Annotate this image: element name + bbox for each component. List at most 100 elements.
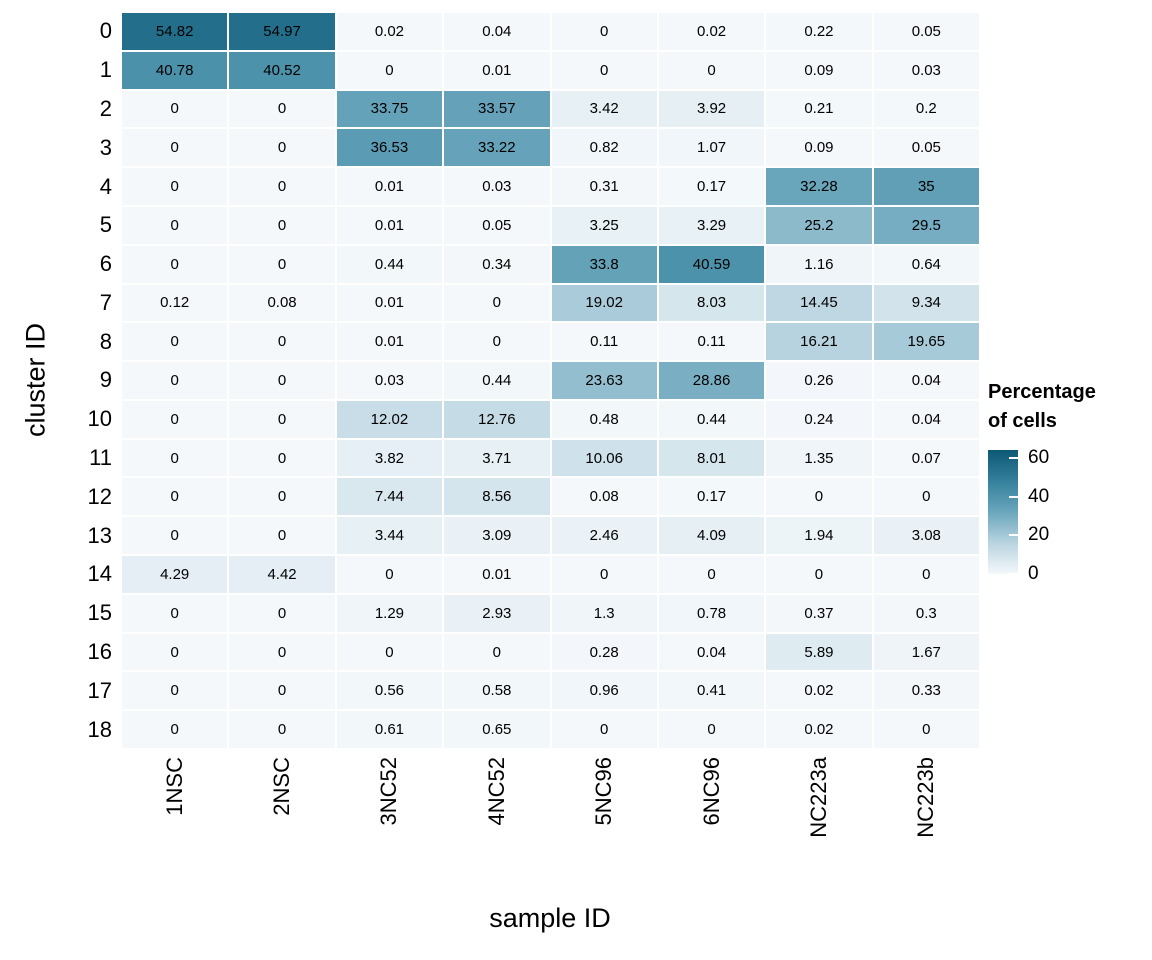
heatmap-cell: 0.44 [658, 400, 765, 438]
heatmap-cell: 0 [229, 129, 335, 167]
heatmap-cell: 0 [229, 439, 335, 477]
y-tick-label: 6 [99, 251, 112, 277]
heatmap-cell: 3.82 [336, 439, 443, 477]
x-tick-label: 2NSC [269, 757, 295, 816]
y-tick-label: 14 [87, 561, 112, 587]
legend-title-line-1: Percentage [988, 381, 1096, 403]
heatmap-cell: 0.04 [444, 13, 550, 50]
heatmap-cell: 0 [229, 362, 335, 399]
heatmap-cell: 0 [229, 633, 335, 671]
cell-value: 54.82 [155, 22, 194, 40]
heatmap-cell: 0 [229, 594, 335, 632]
cell-value: 0 [600, 22, 609, 40]
cell-value: 0.44 [374, 255, 405, 273]
legend-tick [1009, 573, 1018, 575]
heatmap-cell: 0.01 [336, 168, 443, 205]
heatmap-cell: 0.03 [873, 51, 979, 89]
cell-value: 0.82 [589, 139, 619, 157]
heatmap-cell: 3.92 [658, 90, 765, 128]
cell-value: 1.94 [804, 527, 834, 545]
cell-value: 0 [277, 371, 287, 389]
cell-value: 0 [277, 527, 287, 545]
heatmap-cell: 0.04 [873, 400, 979, 438]
cell-value: 0.08 [267, 294, 297, 312]
cell-value: 0 [170, 449, 179, 467]
cell-value: 0.01 [482, 61, 512, 79]
cell-value: 33.22 [478, 139, 516, 157]
heatmap-cell: 1.35 [766, 439, 872, 477]
heatmap-cell: 0.03 [336, 362, 443, 399]
heatmap-cell: 0.08 [229, 284, 335, 322]
y-tick-label: 2 [99, 95, 112, 121]
cell-value: 33.57 [478, 100, 516, 118]
cell-value: 0 [492, 333, 501, 351]
cell-value: 0.01 [482, 565, 512, 583]
cell-value: 0.02 [696, 22, 727, 40]
heatmap-cell: 0.05 [873, 129, 979, 167]
y-tick-label: 11 [89, 445, 112, 471]
heatmap-cell: 12.76 [444, 400, 550, 438]
heatmap-cell: 0 [229, 711, 335, 748]
heatmap-cell: 54.82 [122, 13, 228, 50]
heatmap-cell: 0.02 [766, 672, 872, 710]
cell-value: 40.52 [263, 61, 301, 79]
heatmap-cell: 0.02 [766, 711, 872, 748]
heatmap-cell: 0 [444, 633, 550, 671]
cell-value: 0 [707, 565, 716, 583]
heatmap-cell: 36.53 [336, 129, 443, 167]
cell-value: 1.35 [804, 449, 834, 467]
cell-value: 0.28 [589, 643, 619, 661]
heatmap-cell: 0 [122, 323, 228, 361]
heatmap-cell: 19.02 [551, 284, 657, 322]
cell-value: 2.93 [482, 604, 512, 622]
heatmap-cell: 0.07 [873, 439, 979, 477]
cell-value: 16.21 [800, 333, 838, 351]
heatmap-cell: 0.26 [766, 362, 872, 399]
x-tick-label: NC223b [913, 757, 939, 838]
y-tick-label: 7 [99, 289, 112, 315]
cell-value: 0 [277, 449, 287, 467]
cell-value: 0.33 [911, 682, 941, 700]
cell-value: 36.53 [370, 139, 409, 157]
heatmap-cell: 0.44 [444, 362, 550, 399]
cell-value: 8.01 [696, 449, 727, 467]
cell-value: 0 [170, 178, 179, 196]
heatmap-cell: 40.78 [122, 51, 228, 89]
cell-value: 0 [600, 565, 609, 583]
heatmap-cell: 0.12 [122, 284, 228, 322]
cell-value: 9.34 [911, 294, 941, 312]
cell-value: 0.61 [374, 721, 405, 739]
y-tick-label: 3 [99, 134, 112, 160]
cell-value: 0.02 [804, 682, 834, 700]
heatmap-cell: 0.01 [336, 206, 443, 244]
cell-value: 54.97 [263, 22, 301, 40]
cell-value: 3.82 [374, 449, 405, 467]
cell-value: 0.56 [374, 682, 405, 700]
heatmap-cell: 5.89 [766, 633, 872, 671]
cell-value: 1.3 [593, 604, 615, 622]
cell-value: 0.11 [590, 333, 619, 351]
heatmap-cell: 0 [873, 556, 979, 593]
heatmap-cell: 0 [229, 168, 335, 205]
cell-value: 0.17 [696, 178, 727, 196]
cell-value: 32.28 [800, 178, 838, 196]
heatmap-cell: 0.02 [336, 13, 443, 50]
heatmap-cell: 0.01 [336, 323, 443, 361]
cell-value: 1.67 [911, 643, 941, 661]
y-tick-label: 12 [87, 483, 112, 509]
heatmap-cell: 0.33 [873, 672, 979, 710]
cell-value: 3.08 [911, 527, 941, 545]
cell-value: 0 [814, 565, 824, 583]
cell-value: 0.96 [589, 682, 619, 700]
cell-value: 0.08 [589, 488, 619, 506]
heatmap-cell: 1.3 [551, 594, 657, 632]
heatmap-cell: 4.09 [658, 517, 765, 555]
heatmap-cell: 33.57 [444, 90, 550, 128]
heatmap-cell: 0.04 [658, 633, 765, 671]
cell-value: 0 [492, 643, 501, 661]
cell-value: 1.29 [374, 604, 405, 622]
y-tick-label: 17 [87, 677, 112, 703]
heatmap-cell: 54.97 [229, 13, 335, 50]
x-tick-label: 1NSC [161, 757, 187, 816]
